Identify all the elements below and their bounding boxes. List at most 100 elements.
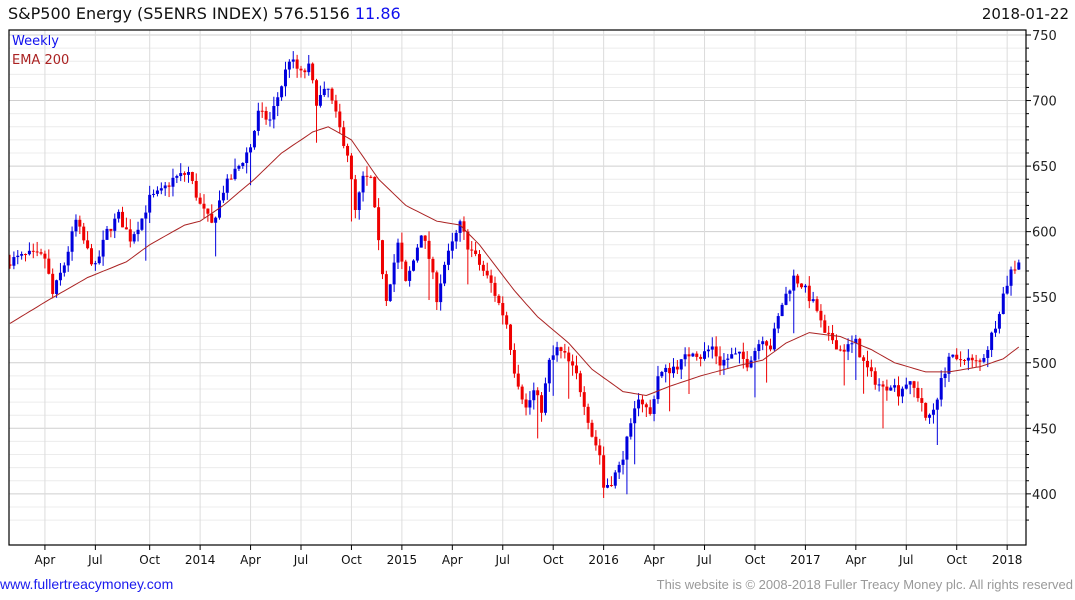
- site-link[interactable]: www.fullertreacymoney.com: [0, 576, 174, 592]
- candle-body: [606, 485, 610, 488]
- candle-body: [586, 406, 590, 423]
- x-tick-label: Apr: [845, 553, 866, 567]
- candle: [373, 176, 377, 209]
- candle: [753, 347, 757, 398]
- candle-body: [652, 399, 656, 414]
- candle: [633, 400, 637, 465]
- candle: [412, 259, 416, 272]
- candle: [159, 182, 163, 195]
- candle-body: [664, 367, 668, 372]
- candle-body: [315, 80, 319, 106]
- candle: [39, 248, 43, 256]
- candle-body: [291, 59, 295, 62]
- candle-body: [823, 320, 827, 333]
- candle: [512, 343, 516, 378]
- candle-body: [439, 283, 443, 303]
- candle-body: [183, 173, 187, 175]
- candle: [144, 205, 148, 261]
- candle: [272, 96, 276, 129]
- candle-body: [726, 358, 730, 360]
- candle-body: [202, 203, 206, 209]
- candle-body: [904, 384, 908, 389]
- candle: [175, 174, 179, 184]
- copyright: This website is © 2008-2018 Fuller Treac…: [656, 577, 1073, 592]
- candle-body: [590, 422, 594, 437]
- candle-body: [140, 218, 144, 230]
- candle-body: [780, 304, 784, 317]
- candle: [637, 393, 641, 417]
- candle-body: [171, 177, 175, 187]
- y-tick-label: 400: [1032, 488, 1057, 503]
- candle: [819, 304, 823, 328]
- candle: [827, 325, 831, 341]
- ema-line: [9, 126, 1020, 397]
- candle-body: [827, 332, 831, 334]
- candle-body: [737, 351, 741, 354]
- candle: [334, 94, 338, 118]
- candle-body: [412, 260, 416, 271]
- candle-body: [322, 88, 326, 96]
- candle: [730, 347, 734, 359]
- candle: [1005, 275, 1009, 295]
- candle-body: [361, 175, 365, 193]
- legend-weekly: Weekly: [12, 34, 59, 49]
- candle-body: [481, 264, 485, 271]
- candle: [404, 259, 408, 282]
- candle-body: [815, 299, 819, 311]
- candle: [955, 348, 959, 361]
- candle-body: [869, 367, 873, 372]
- candle-body: [637, 399, 641, 409]
- candle: [516, 364, 520, 390]
- candle: [904, 377, 908, 390]
- candle: [148, 185, 152, 223]
- candle-body: [881, 384, 885, 387]
- candle: [51, 268, 55, 299]
- candle-body: [233, 168, 237, 179]
- candle: [505, 311, 509, 329]
- candle-body: [765, 341, 769, 346]
- candles: [8, 51, 1021, 498]
- candle: [229, 174, 233, 180]
- candle-body: [334, 100, 338, 112]
- candle: [89, 243, 93, 266]
- candle-body: [602, 455, 606, 488]
- candle: [194, 173, 198, 201]
- candle-body: [357, 192, 361, 210]
- candle-body: [509, 324, 513, 350]
- candle: [446, 243, 450, 271]
- candle: [865, 350, 869, 377]
- candle-body: [578, 373, 582, 393]
- candle-body: [796, 275, 800, 284]
- candle-body: [792, 275, 796, 291]
- candle-body: [512, 349, 516, 374]
- candle: [543, 377, 547, 416]
- candle-body: [994, 328, 998, 333]
- candle: [435, 270, 439, 311]
- x-tick-label: Jul: [696, 553, 711, 567]
- candle-body: [47, 258, 51, 274]
- candle-body: [485, 270, 489, 276]
- candle-body: [342, 127, 346, 146]
- candle: [132, 231, 136, 244]
- candle: [384, 270, 388, 307]
- candle-body: [749, 360, 753, 368]
- candle: [198, 193, 202, 205]
- candle-body: [311, 63, 315, 81]
- candle-body: [105, 228, 109, 240]
- candle-body: [229, 178, 233, 180]
- candle-body: [966, 357, 970, 361]
- candle: [152, 189, 156, 198]
- candle: [939, 370, 943, 407]
- candle-body: [70, 231, 74, 252]
- candle-body: [854, 338, 858, 344]
- candle: [803, 284, 807, 293]
- candle: [551, 345, 555, 396]
- candle-body: [617, 464, 621, 473]
- candle-body: [179, 173, 183, 177]
- candle-body: [734, 353, 738, 355]
- candle: [893, 378, 897, 392]
- candle: [850, 335, 854, 353]
- candle: [214, 216, 218, 257]
- axes: 750 700 650 600 550 500 450 400 Apr Jul Oct 2014 Apr…: [35, 29, 1057, 567]
- candle: [900, 386, 904, 404]
